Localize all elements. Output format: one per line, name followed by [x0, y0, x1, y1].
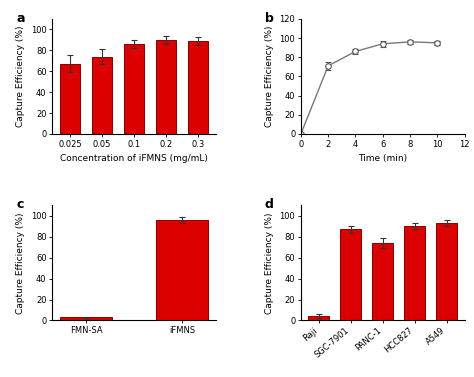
- Y-axis label: Capture Efficiency (%): Capture Efficiency (%): [265, 26, 274, 127]
- Text: a: a: [16, 12, 25, 25]
- Bar: [436, 223, 457, 320]
- Bar: [155, 220, 209, 320]
- Bar: [308, 316, 329, 320]
- Bar: [60, 317, 112, 320]
- Y-axis label: Capture Efficiency (%): Capture Efficiency (%): [16, 212, 25, 314]
- Bar: [60, 64, 81, 134]
- X-axis label: Time (min): Time (min): [358, 154, 407, 163]
- Y-axis label: Capture Efficiency (%): Capture Efficiency (%): [265, 212, 274, 314]
- Text: b: b: [265, 12, 274, 25]
- Bar: [91, 57, 112, 134]
- X-axis label: Concentration of iFMNS (mg/mL): Concentration of iFMNS (mg/mL): [60, 154, 208, 163]
- Text: c: c: [16, 198, 24, 211]
- Bar: [124, 44, 145, 134]
- Bar: [188, 41, 209, 134]
- Text: d: d: [265, 198, 274, 211]
- Y-axis label: Capture Efficiency (%): Capture Efficiency (%): [16, 26, 25, 127]
- Bar: [155, 40, 176, 134]
- Bar: [372, 243, 393, 320]
- Bar: [340, 230, 361, 320]
- Bar: [404, 226, 425, 320]
